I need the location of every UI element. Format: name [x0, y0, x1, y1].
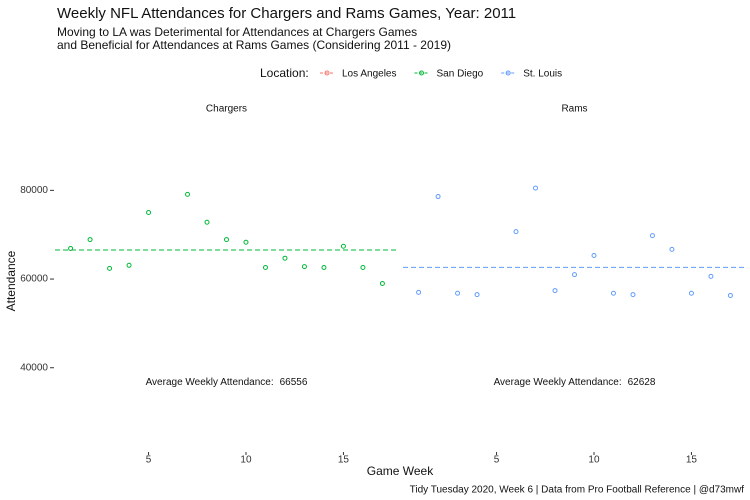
legend-label: St. Louis — [523, 69, 562, 80]
chart-title: Weekly NFL Attendances for Chargers and … — [57, 5, 516, 22]
point — [185, 191, 191, 197]
point — [708, 273, 714, 279]
point — [610, 290, 616, 296]
point — [224, 237, 229, 243]
mean-value: 62628 — [628, 377, 656, 388]
chart-subtitle: and Beneficial for Attendances at Rams G… — [57, 38, 451, 52]
point — [107, 265, 113, 271]
legend-key — [419, 70, 424, 76]
legend-title: Location: — [260, 66, 309, 80]
point — [301, 264, 307, 270]
chart-subtitle: Moving to LA was Deterimental for Attend… — [57, 25, 417, 39]
mean-label-text: Average Weekly Attendance: — [494, 377, 622, 388]
mean-label: Average Weekly Attendance: 62628 — [494, 377, 656, 388]
point — [282, 255, 288, 261]
mean-value: 66556 — [280, 377, 308, 388]
point — [630, 292, 636, 298]
point — [360, 265, 366, 271]
point — [513, 229, 519, 235]
x-tick-label: 5 — [494, 455, 500, 466]
legend-label: San Diego — [437, 69, 484, 80]
x-axis-label: Game Week — [367, 464, 434, 478]
point — [262, 265, 268, 271]
point — [688, 290, 694, 296]
mean-label: Average Weekly Attendance: 66556 — [146, 377, 308, 388]
y-tick-label: 60000 — [20, 274, 48, 285]
point — [572, 272, 577, 278]
point — [649, 233, 655, 239]
point — [474, 292, 480, 298]
point — [126, 262, 132, 268]
point — [204, 219, 210, 225]
y-tick-label: 80000 — [20, 185, 48, 196]
panel-title: Rams — [561, 104, 587, 115]
mean-label-text: Average Weekly Attendance: — [146, 377, 274, 388]
x-tick-label: 15 — [338, 455, 350, 466]
point — [146, 210, 152, 216]
point — [669, 246, 675, 252]
x-tick-label: 15 — [686, 455, 698, 466]
x-tick-label: 10 — [588, 455, 600, 466]
point — [416, 289, 422, 295]
panel-title: Chargers — [206, 104, 247, 115]
caption: Tidy Tuesday 2020, Week 6 | Data from Pr… — [410, 485, 745, 496]
x-tick-label: 10 — [240, 455, 252, 466]
point — [340, 243, 346, 249]
point — [727, 292, 733, 298]
point — [455, 290, 461, 296]
point — [533, 185, 539, 191]
y-tick-label: 40000 — [20, 362, 48, 373]
legend-key — [324, 70, 330, 76]
legend-label: Los Angeles — [342, 69, 397, 80]
legend-key — [505, 70, 511, 76]
point — [243, 239, 249, 245]
point — [379, 280, 385, 286]
x-tick-label: 5 — [146, 455, 152, 466]
point — [591, 253, 597, 259]
point — [87, 237, 93, 243]
point — [435, 194, 441, 200]
point — [68, 245, 74, 251]
point — [552, 288, 558, 294]
point — [321, 265, 327, 271]
y-axis-label: Attendance — [4, 250, 18, 311]
